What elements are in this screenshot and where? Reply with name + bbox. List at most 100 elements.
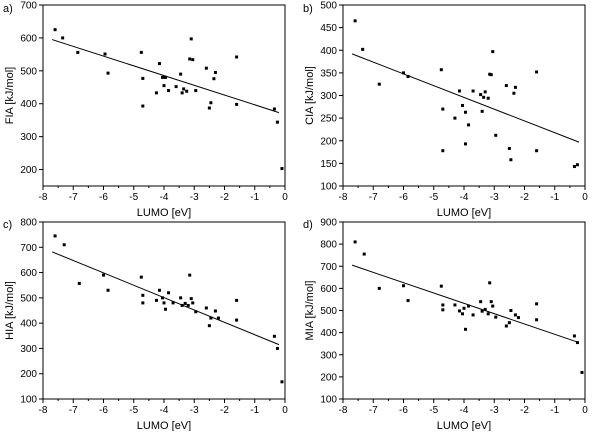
data-point	[141, 293, 145, 297]
data-point	[483, 90, 487, 94]
data-point	[441, 107, 445, 111]
data-point	[164, 307, 168, 311]
x-tick-label: -4	[160, 405, 169, 416]
x-tick-label: -2	[520, 192, 529, 203]
x-tick-label: -8	[339, 192, 348, 203]
y-tick-label: 800	[320, 240, 337, 251]
x-tick-label: -8	[39, 192, 48, 203]
data-point	[180, 303, 184, 307]
y-tick-label: 400	[20, 99, 37, 110]
y-tick-label: 500	[20, 293, 37, 304]
data-point	[507, 146, 511, 150]
data-point	[213, 70, 217, 74]
data-point	[362, 252, 366, 256]
data-point	[572, 334, 576, 338]
data-point	[139, 50, 143, 54]
data-point	[464, 142, 468, 146]
data-point	[106, 71, 110, 75]
x-tick-label: -5	[129, 405, 138, 416]
data-point	[186, 303, 190, 307]
data-point	[235, 55, 239, 59]
chart-panel-4: -8 -7 -6 -5 -4 -3 -2 -1 0 100 200 300 400 500 600 700 80…	[303, 218, 588, 433]
data-point	[275, 120, 279, 124]
data-point	[471, 89, 475, 93]
y-tick-label: 300	[320, 350, 337, 361]
data-point	[157, 62, 161, 66]
panel-label: d)	[303, 219, 313, 231]
y-tick-label: 200	[20, 369, 37, 380]
chart-panel-1: -8 -7 -6 -5 -4 -3 -2 -1 0 200 300 400 500 600 700 LUMO …	[3, 1, 288, 220]
x-axis-label: LUMO [eV]	[137, 420, 191, 431]
data-point	[164, 75, 168, 79]
data-point	[103, 52, 107, 56]
data-point	[580, 370, 584, 374]
data-point	[235, 298, 239, 302]
data-point	[575, 163, 579, 167]
x-tick-label: -4	[460, 192, 469, 203]
data-point	[504, 324, 508, 328]
data-point	[535, 70, 539, 74]
data-point	[439, 68, 443, 72]
x-tick-label: 0	[282, 405, 288, 416]
data-point	[471, 313, 475, 317]
y-tick-label: 150	[320, 159, 337, 170]
data-point	[280, 167, 284, 171]
data-point	[479, 93, 483, 97]
y-tick-label: 100	[320, 395, 337, 406]
data-point	[188, 57, 192, 61]
data-point	[212, 77, 216, 81]
data-point	[53, 234, 57, 238]
data-point	[167, 291, 171, 295]
data-point	[489, 73, 493, 77]
y-tick-label: 600	[320, 284, 337, 295]
data-point	[575, 341, 579, 345]
data-point	[180, 91, 184, 95]
data-point	[179, 72, 183, 76]
data-point	[489, 300, 493, 304]
y-tick-label: 100	[20, 395, 37, 406]
x-axis-label: LUMO [eV]	[437, 420, 491, 431]
x-tick-label: -8	[39, 405, 48, 416]
data-point	[453, 116, 457, 120]
x-tick-label: -3	[190, 405, 199, 416]
data-point	[507, 321, 511, 325]
data-point	[494, 315, 498, 319]
data-point	[488, 281, 492, 285]
data-point	[441, 149, 445, 153]
data-point	[509, 309, 513, 312]
data-point	[464, 110, 468, 114]
y-tick-label: 400	[320, 328, 337, 339]
data-point	[162, 301, 166, 305]
data-point	[61, 36, 65, 40]
data-point	[402, 71, 405, 75]
regression-line	[351, 53, 580, 143]
regression-line	[51, 251, 280, 346]
data-point	[77, 281, 81, 285]
y-tick-label: 800	[20, 218, 37, 229]
data-point	[535, 149, 539, 153]
data-point	[216, 316, 220, 320]
x-tick-label: -1	[550, 192, 559, 203]
data-point	[479, 300, 483, 304]
y-tick-label: 400	[320, 46, 337, 57]
data-point	[361, 47, 365, 51]
data-point	[353, 19, 357, 23]
x-tick-label: 0	[582, 405, 588, 416]
data-point	[467, 304, 471, 308]
data-point	[275, 346, 279, 350]
data-point	[491, 304, 495, 308]
y-axis-label: FIA [kJ/mol]	[4, 67, 16, 124]
data-point	[513, 85, 517, 89]
data-point	[535, 318, 539, 322]
y-tick-label: 300	[20, 344, 37, 355]
x-tick-label: -7	[369, 192, 378, 203]
data-point	[235, 318, 239, 322]
y-tick-label: 300	[20, 132, 37, 143]
data-point	[439, 284, 443, 288]
data-point	[235, 102, 239, 106]
x-tick-label: -1	[550, 405, 559, 416]
data-point	[467, 123, 471, 127]
data-point	[513, 313, 517, 317]
data-point	[179, 296, 183, 300]
y-axis-label: MIA [kJ/mol]	[304, 281, 316, 341]
